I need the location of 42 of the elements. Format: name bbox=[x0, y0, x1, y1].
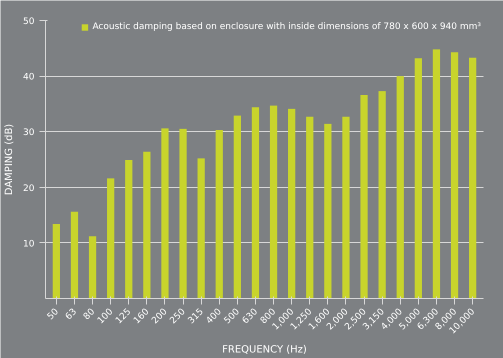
bar bbox=[469, 58, 476, 298]
bar bbox=[450, 52, 458, 298]
bar bbox=[252, 107, 260, 298]
legend-label: Acoustic damping based on enclosure with inside dimensions of 780 x 600 x 940 mm³ bbox=[92, 22, 481, 32]
y-tick-label: 10 bbox=[23, 239, 35, 250]
x-tick-label: 500 bbox=[222, 306, 242, 326]
bar bbox=[378, 91, 386, 298]
y-axis-title: DAMPING (dB) bbox=[4, 124, 16, 196]
bar bbox=[125, 160, 132, 298]
y-tick-label: 50 bbox=[23, 17, 35, 27]
x-tick-label: 100 bbox=[96, 306, 116, 326]
x-tick-label: 50 bbox=[46, 306, 62, 322]
bar bbox=[396, 76, 404, 298]
bar bbox=[414, 58, 422, 298]
x-tick-label: 63 bbox=[64, 307, 80, 322]
bar bbox=[288, 108, 296, 298]
bar bbox=[342, 116, 350, 298]
bar bbox=[306, 116, 314, 298]
x-tick-label: 200 bbox=[150, 306, 170, 326]
bar bbox=[270, 106, 278, 298]
bar bbox=[324, 124, 332, 298]
x-tick-label: 630 bbox=[240, 306, 260, 326]
y-tick-label: 20 bbox=[23, 184, 35, 194]
bar bbox=[216, 130, 223, 298]
x-tick-label: 80 bbox=[82, 306, 98, 322]
x-tick-label: 250 bbox=[168, 306, 188, 326]
y-tick-label: 40 bbox=[23, 72, 35, 83]
bar bbox=[161, 128, 169, 298]
bar bbox=[198, 158, 205, 298]
bar bbox=[70, 212, 78, 298]
bar bbox=[88, 236, 96, 298]
bar bbox=[432, 49, 440, 298]
y-tick-label: 30 bbox=[23, 128, 35, 138]
bar bbox=[52, 224, 60, 298]
bar bbox=[107, 178, 114, 298]
x-tick-label: 400 bbox=[204, 306, 224, 326]
x-tick-label: 160 bbox=[132, 306, 152, 326]
bar bbox=[360, 95, 368, 298]
x-axis-title: FREQUENCY (Hz) bbox=[222, 344, 307, 356]
bar bbox=[234, 116, 241, 298]
bar bbox=[179, 128, 187, 298]
bar bbox=[143, 152, 150, 298]
